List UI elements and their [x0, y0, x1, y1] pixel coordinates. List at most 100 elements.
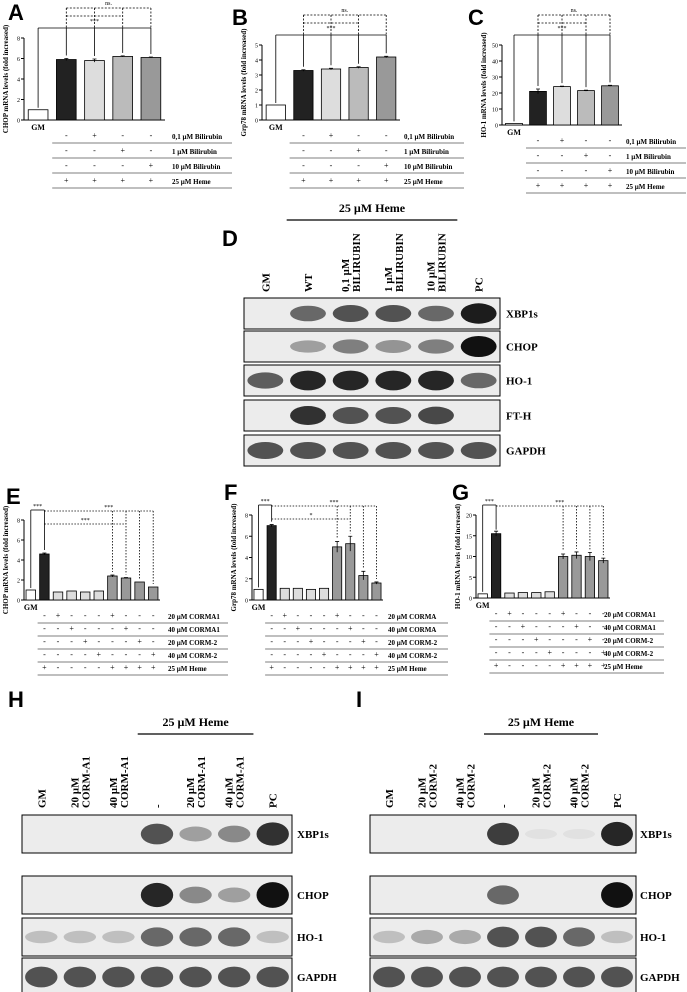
error-bar: [601, 557, 606, 564]
bar: [504, 592, 515, 599]
y-axis-label: Grp78 mRNA levels (fold increased): [240, 28, 248, 137]
band: [256, 882, 289, 908]
error-bar: [92, 58, 97, 63]
lane-label: GM: [36, 788, 48, 808]
blot-strip: [369, 814, 637, 854]
band: [601, 930, 633, 944]
treatment-sign: +: [534, 635, 539, 644]
bar: [148, 586, 159, 601]
band: [375, 370, 412, 391]
band: [217, 966, 251, 988]
treatment-sign: -: [602, 635, 605, 644]
lane-label: GM: [384, 788, 396, 808]
significance-label: *: [309, 513, 312, 519]
treatment-sign: +: [149, 176, 154, 185]
panel-letter: F: [224, 480, 237, 505]
treatment-sign: -: [70, 611, 73, 620]
panel-letter: G: [452, 480, 469, 505]
treatment-sign: -: [70, 637, 73, 646]
significance-label: ***: [33, 504, 42, 510]
treatment-sign: -: [283, 650, 286, 659]
lane-label: PC: [612, 793, 624, 808]
bar: [266, 525, 277, 601]
treatment-label: 1 µM Bilirubin: [626, 153, 671, 161]
y-tick-label: 8: [17, 37, 20, 43]
treatment-sign: +: [301, 176, 306, 185]
band: [563, 829, 595, 839]
treatment-label: 20 µM CORMA1: [604, 611, 656, 619]
y-tick-label: 30: [492, 76, 498, 82]
band: [140, 927, 174, 947]
bar: [107, 575, 118, 601]
error-bar: [608, 84, 612, 87]
treatment-sign: -: [93, 146, 96, 155]
significance-label: ***: [90, 19, 99, 25]
treatment-sign: -: [138, 650, 141, 659]
y-tick-label: 15: [466, 534, 472, 540]
y-tick-label: 8: [245, 514, 248, 520]
band: [563, 927, 595, 947]
band: [418, 442, 454, 459]
treatment-sign: -: [97, 624, 100, 633]
treatment-sign: -: [138, 611, 141, 620]
treatment-label: 0,1 µM Bilirubin: [172, 133, 222, 141]
band: [25, 966, 58, 988]
band: [247, 442, 284, 459]
band: [525, 829, 557, 839]
y-tick-label: 3: [255, 74, 258, 80]
band: [290, 340, 326, 353]
band: [63, 930, 97, 944]
treatment-sign: -: [537, 166, 540, 175]
treatment-sign: -: [310, 663, 313, 672]
error-bar: [329, 67, 333, 70]
band: [102, 930, 135, 944]
treatment-sign: +: [322, 650, 327, 659]
bar: [279, 587, 290, 601]
band: [418, 406, 454, 425]
band: [63, 966, 97, 988]
y-tick-label: 50: [492, 44, 498, 50]
treatment-label: 40 µM CORMA1: [604, 624, 656, 632]
treatment-sign: -: [537, 136, 540, 145]
treatment-sign: -: [362, 624, 365, 633]
treatment-sign: +: [374, 663, 379, 672]
error-bar: [494, 530, 499, 537]
bar: [531, 592, 542, 599]
lane-label: BILIRUBIN: [394, 233, 406, 292]
treatment-sign: -: [302, 131, 305, 140]
band: [373, 966, 405, 988]
treatment-sign: -: [336, 637, 339, 646]
treatment-sign: +: [361, 663, 366, 672]
treatment-sign: -: [585, 166, 588, 175]
band: [418, 339, 454, 354]
blot-strip: [243, 364, 501, 397]
bar: [491, 533, 502, 599]
significance-label: ***: [81, 518, 90, 524]
treatment-label: 40 µM CORM-2: [604, 650, 654, 658]
significance-label: ***: [330, 500, 339, 506]
treatment-sign: +: [69, 624, 74, 633]
significance-label: ***: [555, 500, 564, 506]
x-tick-label: GM: [269, 123, 283, 132]
treatment-sign: -: [121, 161, 124, 170]
band: [217, 825, 251, 843]
treatment-label: 10 µM Bilirubin: [404, 163, 452, 171]
row-label: CHOP: [640, 890, 672, 902]
treatment-sign: +: [561, 609, 566, 618]
bar: [93, 590, 104, 601]
band: [332, 339, 369, 354]
treatment-sign: -: [323, 663, 326, 672]
treatment-sign: +: [335, 663, 340, 672]
treatment-sign: -: [537, 151, 540, 160]
treatment-sign: +: [83, 637, 88, 646]
y-tick-label: 0: [245, 599, 248, 605]
band: [563, 966, 595, 988]
lane-label: 20 µM: [69, 777, 81, 808]
band: [332, 370, 369, 391]
error-bar: [269, 524, 274, 527]
error-bar: [587, 551, 592, 561]
error-bar: [584, 89, 588, 92]
treatment-sign: -: [310, 650, 313, 659]
treatment-sign: -: [575, 609, 578, 618]
panel-letter: H: [8, 687, 24, 712]
